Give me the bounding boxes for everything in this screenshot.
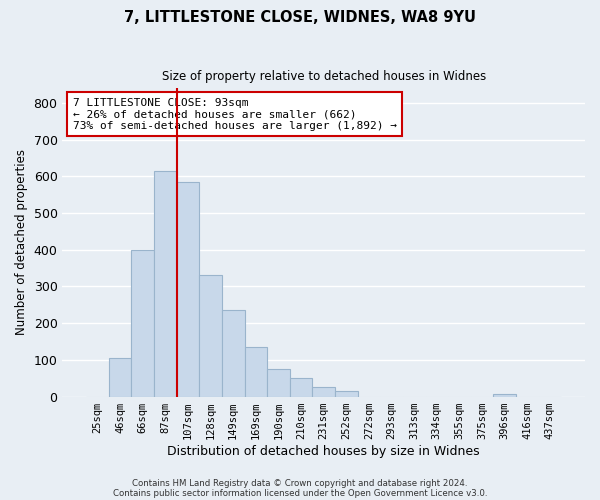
Bar (154, 171, 176, 396)
Bar (222, 310, 245, 396)
Bar (313, 388, 335, 396)
Bar (131, 250, 154, 396)
Text: 7 LITTLESTONE CLOSE: 93sqm
← 26% of detached houses are smaller (662)
73% of sem: 7 LITTLESTONE CLOSE: 93sqm ← 26% of deta… (73, 98, 397, 131)
Y-axis label: Number of detached properties: Number of detached properties (15, 150, 28, 336)
Bar (267, 368, 290, 396)
Text: Contains public sector information licensed under the Open Government Licence v3: Contains public sector information licen… (113, 488, 487, 498)
Bar (290, 378, 313, 396)
X-axis label: Distribution of detached houses by size in Widnes: Distribution of detached houses by size … (167, 444, 480, 458)
Bar (199, 276, 222, 396)
Bar (335, 390, 358, 396)
Bar (493, 394, 516, 396)
Bar (176, 182, 199, 396)
Text: 7, LITTLESTONE CLOSE, WIDNES, WA8 9YU: 7, LITTLESTONE CLOSE, WIDNES, WA8 9YU (124, 10, 476, 25)
Bar (245, 346, 267, 397)
Title: Size of property relative to detached houses in Widnes: Size of property relative to detached ho… (161, 70, 486, 83)
Bar (109, 358, 131, 397)
Text: Contains HM Land Registry data © Crown copyright and database right 2024.: Contains HM Land Registry data © Crown c… (132, 478, 468, 488)
